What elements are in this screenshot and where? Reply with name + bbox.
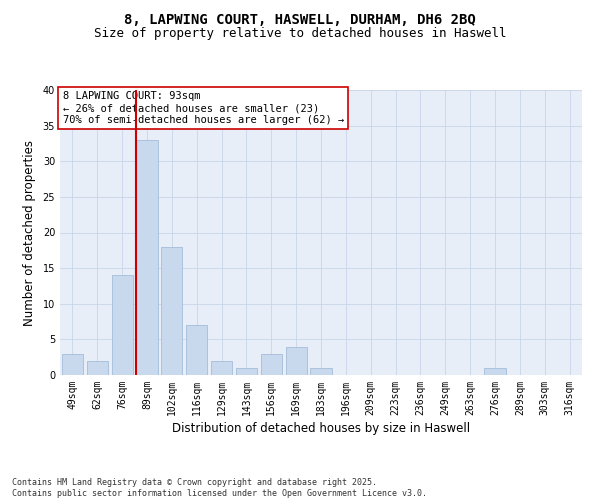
Bar (261, 354, 282, 375)
Text: Size of property relative to detached houses in Haswell: Size of property relative to detached ho… (94, 28, 506, 40)
Bar (112, 275, 133, 375)
Bar (136, 140, 158, 375)
Bar (286, 346, 307, 375)
Bar (236, 368, 257, 375)
Bar (87, 361, 108, 375)
Bar (211, 361, 232, 375)
Text: 8, LAPWING COURT, HASWELL, DURHAM, DH6 2BQ: 8, LAPWING COURT, HASWELL, DURHAM, DH6 2… (124, 12, 476, 26)
Y-axis label: Number of detached properties: Number of detached properties (23, 140, 35, 326)
Bar (484, 368, 506, 375)
X-axis label: Distribution of detached houses by size in Haswell: Distribution of detached houses by size … (172, 422, 470, 435)
Bar (310, 368, 332, 375)
Bar (186, 325, 207, 375)
Text: 8 LAPWING COURT: 93sqm
← 26% of detached houses are smaller (23)
70% of semi-det: 8 LAPWING COURT: 93sqm ← 26% of detached… (62, 92, 344, 124)
Bar (161, 246, 182, 375)
Bar (62, 354, 83, 375)
Text: Contains HM Land Registry data © Crown copyright and database right 2025.
Contai: Contains HM Land Registry data © Crown c… (12, 478, 427, 498)
